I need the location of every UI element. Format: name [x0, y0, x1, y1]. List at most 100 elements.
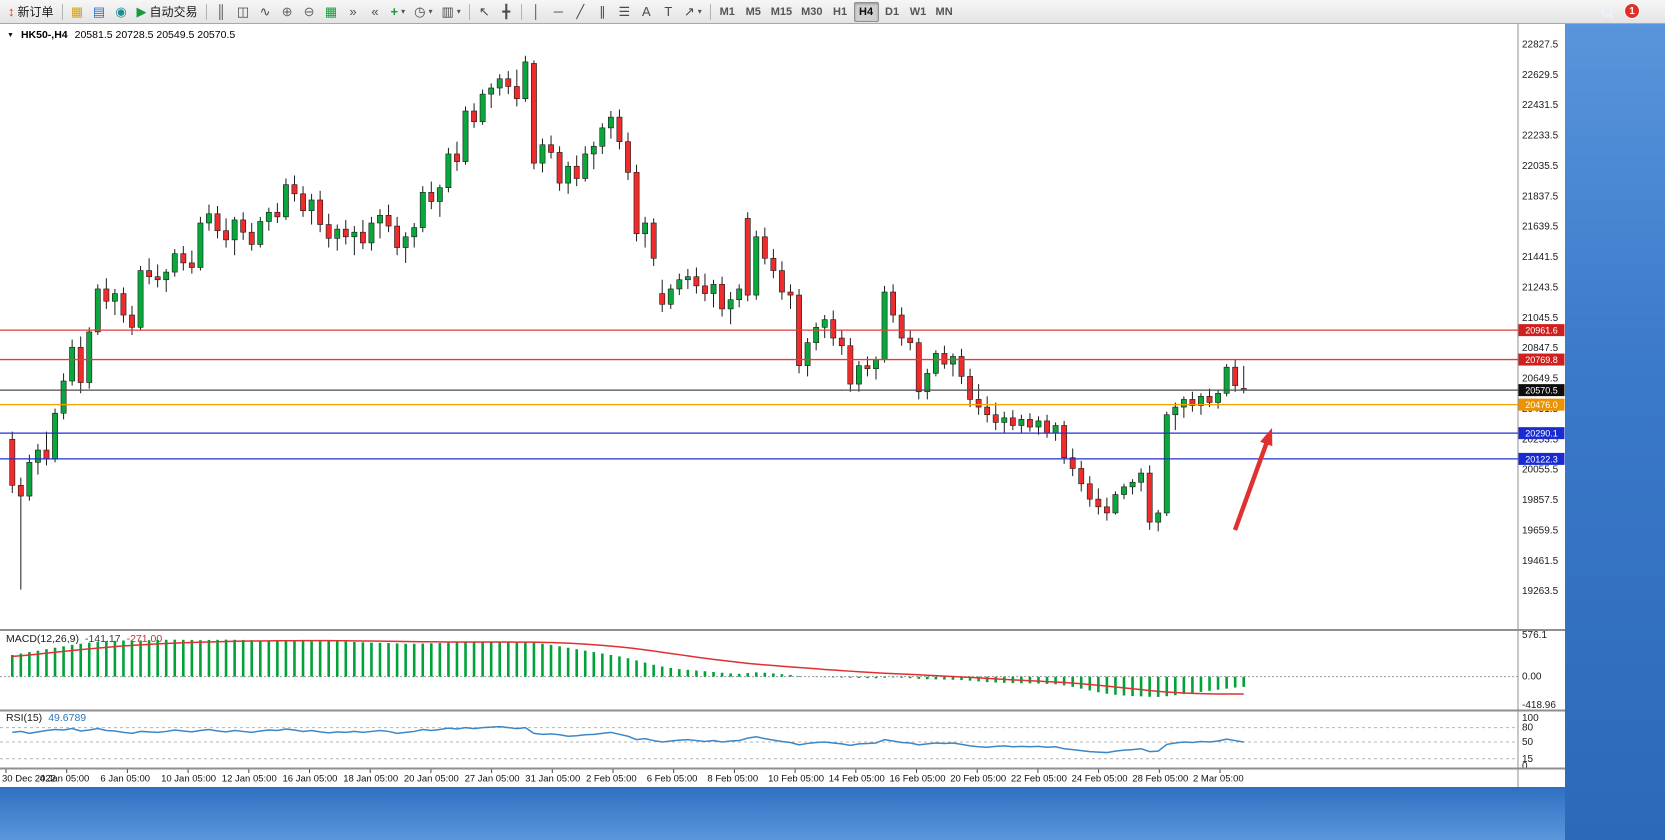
macd-axis-label: -418.96 [1522, 700, 1556, 711]
timeframe-m5-button[interactable]: M5 [745, 5, 761, 18]
toolbar-separator [709, 3, 711, 20]
candle-body [1086, 483, 1093, 500]
line-chart-button[interactable]: ∿ [255, 2, 276, 22]
timeframe-m30-button[interactable]: M30 [801, 5, 823, 18]
cursor-button[interactable]: ↖ [474, 2, 495, 22]
candle-body [1172, 406, 1179, 416]
candle-body [924, 373, 931, 393]
price-axis-label: 21045.5 [1522, 313, 1559, 324]
timeframe-m1-button[interactable]: M1 [719, 5, 735, 18]
crosshair-button[interactable]: ╋ [496, 2, 517, 22]
tile-windows-button[interactable]: ▦ [321, 2, 342, 22]
candle-body [804, 342, 811, 366]
rsi-label: RSI(15) [6, 712, 43, 724]
candle-body [710, 284, 717, 294]
time-axis-label: 2 Feb 05:00 [586, 774, 637, 785]
arrows-button[interactable]: ↗ ▾ [680, 2, 706, 22]
candle-body [531, 63, 537, 164]
candle-body [838, 337, 845, 347]
charts-button[interactable]: ▦ [67, 2, 88, 22]
channel-button[interactable]: ∥ [592, 2, 613, 22]
charts-icon: ▦ [70, 4, 84, 19]
fibonacci-button[interactable]: ☰ [614, 2, 635, 22]
indicators-button[interactable]: + ▾ [387, 2, 410, 22]
chevron-down-icon: ▾ [697, 7, 702, 16]
candle-body [368, 222, 375, 244]
periods-icon: ◷ [414, 4, 426, 19]
candlestick-button[interactable]: ◫ [233, 2, 254, 22]
crosshair-icon: ╋ [502, 4, 511, 19]
macd-header: MACD(12,26,9) -141.17 -271.00 [6, 633, 162, 645]
timeframe-mn-button[interactable]: MN [935, 5, 953, 18]
timeframe-m15-button[interactable]: M15 [770, 5, 793, 18]
bar-chart-button[interactable]: ║ [211, 2, 232, 22]
macd-signal-value: -271.00 [126, 633, 163, 645]
bar-chart-icon: ║ [216, 4, 226, 19]
macd-label: MACD(12,26,9) [6, 633, 79, 645]
new-order-label: 新订单 [17, 5, 54, 19]
trendline-button[interactable]: ╱ [570, 2, 591, 22]
text-label-button[interactable]: T [658, 2, 679, 22]
candle-body [556, 152, 563, 184]
candle-body [146, 270, 153, 277]
chart-ohlc-values: 20581.5 20728.5 20549.5 20570.5 [74, 29, 236, 41]
rsi-axis-label: 100 [1522, 713, 1539, 724]
toolbar-separator [205, 3, 207, 20]
templates-icon: ▥ [441, 4, 454, 19]
candle-body [873, 359, 879, 370]
timeframe-d1-button[interactable]: D1 [885, 5, 900, 18]
candle-body [539, 144, 546, 164]
rsi-axis-label: 0 [1522, 761, 1528, 772]
auto-scroll-button[interactable]: » [343, 2, 364, 22]
candle-body [188, 262, 195, 268]
candle-body [223, 230, 229, 241]
one-click-trading-toggle[interactable]: ▼ [7, 31, 14, 39]
trend-arrow-head[interactable] [1260, 428, 1273, 447]
timeframe-h4-button[interactable]: H4 [853, 1, 879, 22]
candle-body [111, 293, 118, 302]
search-icon[interactable] [1600, 4, 1615, 19]
zoom-out-button[interactable]: ⊖ [299, 2, 320, 22]
candle-body [325, 224, 332, 239]
candle-body [650, 222, 657, 259]
notification-badge[interactable]: 1 [1624, 3, 1640, 19]
candle-body [582, 153, 589, 179]
candle-body [1018, 419, 1025, 426]
rsi-line [12, 725, 1244, 754]
chart-shift-button[interactable]: « [365, 2, 386, 22]
new-order-button[interactable]: ↕ 新订单 [4, 2, 58, 22]
templates-button[interactable]: ▥ ▾ [438, 2, 465, 22]
chevron-down-icon: ▾ [428, 7, 433, 16]
support-line-blue-1-tag [1518, 427, 1565, 440]
candle-body [129, 314, 135, 328]
profiles-button[interactable]: ▤ [89, 2, 110, 22]
horizontal-line-button[interactable]: ─ [548, 2, 569, 22]
candle-body [573, 165, 580, 179]
text-button[interactable]: A [636, 2, 657, 22]
candle-body [385, 215, 392, 227]
candle-body [1044, 420, 1050, 434]
price-axis-label: 19263.5 [1522, 586, 1559, 597]
fibonacci-icon: ☰ [618, 4, 631, 19]
trend-arrow[interactable] [1232, 438, 1271, 531]
timeframe-h1-button[interactable]: H1 [833, 5, 848, 18]
market-watch-button[interactable]: ◉ [111, 2, 132, 22]
periods-button[interactable]: ◷ ▾ [410, 2, 436, 22]
candle-body [77, 346, 84, 383]
vertical-line-button[interactable]: │ [526, 2, 547, 22]
auto-trading-icon: ▶ [136, 4, 147, 19]
candle-body [94, 288, 101, 333]
auto-trading-button[interactable]: ▶ 自动交易 [133, 2, 202, 22]
vertical-line-icon: │ [532, 4, 541, 19]
macd-axis-label: 0.00 [1522, 672, 1542, 683]
timeframe-w1-button[interactable]: W1 [909, 5, 927, 18]
candle-body [342, 228, 349, 238]
candle-body [471, 110, 477, 123]
zoom-in-button[interactable]: ⊕ [277, 2, 298, 22]
price-axis-label: 22827.5 [1522, 39, 1559, 50]
candle-body [1129, 481, 1136, 488]
candle-body [35, 449, 41, 463]
candle-body [616, 116, 623, 142]
candle-body [411, 227, 418, 238]
